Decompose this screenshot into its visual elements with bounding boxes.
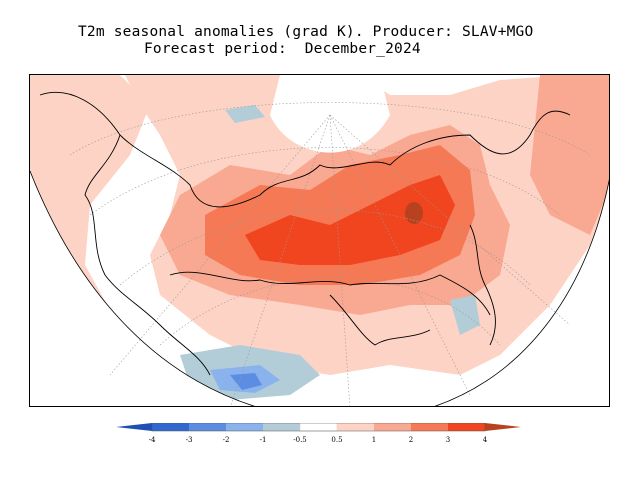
colorbar-tick-label: -3 — [186, 436, 193, 444]
title-line-1: T2m seasonal anomalies (grad K). Produce… — [78, 24, 534, 40]
colorbar-segment-m1-m05 — [263, 423, 300, 431]
map-domain-outline — [30, 170, 609, 406]
warm-anomaly-gt4 — [405, 202, 423, 224]
colorbar-tick-label: -4 — [149, 436, 156, 444]
colorbar-tick-label: 3 — [446, 436, 450, 444]
colorbar-segment-m3-m2 — [189, 423, 226, 431]
coastlines — [39, 91, 571, 376]
colorbar-segment-neutral — [299, 423, 338, 432]
warm-anomaly-1-2 — [530, 75, 609, 235]
colorbar: -4 -3 -2 -1 -0.5 0.5 1 2 3 4 — [116, 423, 521, 444]
colorbar-tick-label: 0.5 — [331, 436, 342, 444]
latitude-grid — [69, 102, 591, 346]
colorbar-segment-m2-m1 — [226, 423, 263, 431]
colorbar-segment-p1-2 — [374, 423, 411, 431]
colorbar-segment-gt-p4 — [485, 423, 521, 431]
map-panel — [29, 74, 610, 407]
colorbar-tick-label: 4 — [483, 436, 488, 444]
colorbar-tick-label: 1 — [372, 436, 376, 444]
colorbar-tick-label: -2 — [223, 436, 230, 444]
colorbar-segment-p2-3 — [411, 423, 448, 431]
title-line-2: Forecast period: December_2024 — [144, 41, 421, 57]
colorbar-segment-p3-4 — [448, 423, 485, 431]
colorbar-tick-label: -1 — [260, 436, 267, 444]
colorbar-tick-label: 2 — [409, 436, 413, 444]
anomaly-map — [30, 75, 609, 406]
colorbar-segment-m4-m3 — [152, 423, 189, 431]
cold-anomaly-m3-m2 — [230, 373, 262, 390]
colorbar-segment-p05-1 — [337, 423, 374, 431]
cold-anomaly-east-asia — [450, 295, 480, 335]
warm-anomaly-3-4 — [245, 175, 455, 265]
map-title: T2m seasonal anomalies (grad K). Produce… — [0, 24, 640, 58]
cold-anomaly-m1-m05-north — [225, 105, 265, 123]
arctic-neutral-area — [270, 75, 390, 153]
colorbar-segment-lt-m4 — [116, 423, 152, 431]
colorbar-tick-label: -0.5 — [293, 436, 307, 444]
longitude-grid — [109, 114, 571, 406]
